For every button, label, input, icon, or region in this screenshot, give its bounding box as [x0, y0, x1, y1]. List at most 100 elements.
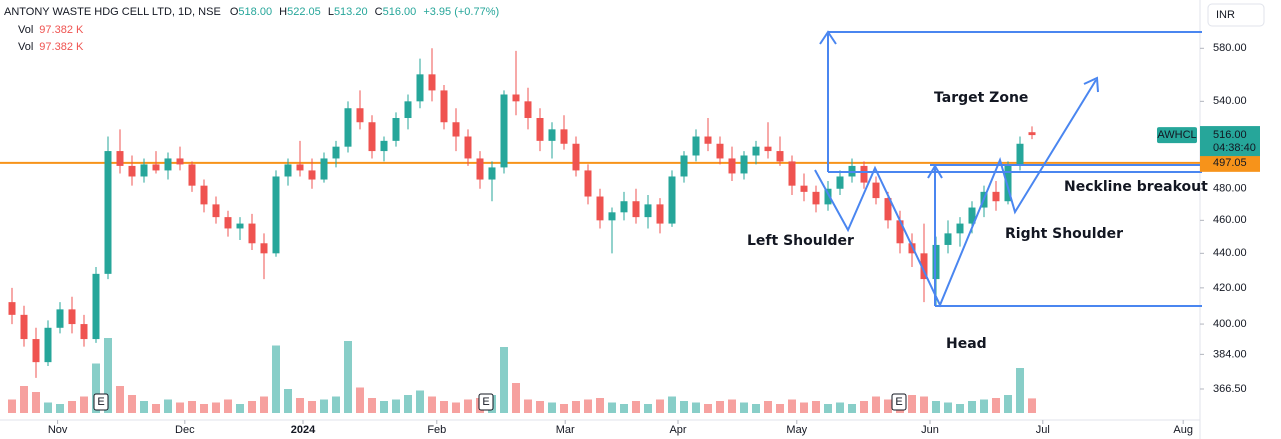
price-line-label: 497.05 [1213, 157, 1247, 169]
countdown: 04:38:40 [1213, 142, 1256, 154]
candle-body [296, 164, 304, 171]
volume-bar [128, 395, 136, 413]
candle-body [236, 223, 244, 229]
volume-bar [428, 396, 436, 413]
currency-button[interactable]: INR [1207, 3, 1265, 27]
volume-bar [560, 404, 568, 413]
x-tick-label: Dec [175, 424, 195, 436]
volume-bar [992, 398, 1000, 413]
volume-bar [176, 402, 184, 413]
volume-bar [536, 401, 544, 413]
volume-bar [944, 402, 952, 413]
candle-body [740, 155, 748, 174]
symbol: ANTONY WASTE HDG CELL LTD, 1D, NSE [4, 6, 221, 18]
candle-body [764, 146, 772, 152]
volume-bar [848, 404, 856, 413]
event-marker[interactable]: E [891, 393, 907, 411]
candle-body [164, 158, 172, 171]
volume-bar [8, 399, 16, 413]
event-label: E [482, 396, 489, 408]
annotation: Target Zone [934, 90, 1028, 106]
last-price-tag [1200, 126, 1260, 157]
candle-body [992, 191, 1000, 202]
volume-bar [404, 395, 412, 413]
volume-bar [344, 341, 352, 413]
y-tick-label: 580.00 [1213, 42, 1247, 54]
candle-body [644, 204, 652, 218]
x-tick-label: 2024 [291, 424, 316, 436]
volume-bar [20, 386, 28, 413]
candle-body [800, 185, 808, 192]
volume-bar [152, 404, 160, 413]
candle-body [104, 151, 112, 274]
pattern-line [814, 79, 1097, 308]
candle-body [728, 158, 736, 174]
candle-body [680, 155, 688, 177]
candle-body [884, 198, 892, 221]
candle-body [620, 201, 628, 213]
x-tick-label: Feb [427, 424, 446, 436]
y-tick-label: 480.00 [1213, 183, 1247, 195]
volume-bar [32, 392, 40, 413]
candle-body [944, 233, 952, 245]
plot-area: 366.50 384.00 400.00 420.00 440.00 460.00 480.… [0, 42, 1247, 436]
ohlc-key: C [375, 6, 383, 18]
volume-bar [320, 399, 328, 413]
volume-bar [548, 402, 556, 413]
volume-bar [680, 401, 688, 413]
event-label: E [97, 396, 104, 408]
volume-key: Vol [18, 41, 33, 53]
annotation: Head [946, 336, 987, 352]
annotation: Left Shoulder [747, 233, 854, 249]
volume-bar [248, 401, 256, 413]
ohlc-value: 513.20 [334, 6, 368, 18]
volume-bar [224, 399, 232, 413]
volume-bar [56, 404, 64, 413]
candle-body [788, 161, 796, 186]
x-tick-label: Jun [921, 424, 939, 436]
volume-bar [692, 402, 700, 413]
candle-body [68, 309, 76, 325]
ohlc-value: 518.00 [238, 6, 272, 18]
candle-body [836, 176, 844, 189]
candle-body [128, 165, 136, 177]
y-tick-label: 384.00 [1213, 348, 1247, 360]
volume-bar [116, 386, 124, 413]
volume-bar [380, 401, 388, 413]
annotation: Right Shoulder [1005, 226, 1123, 242]
event-marker[interactable]: E [478, 393, 494, 411]
candle-body [548, 129, 556, 141]
volume-bar [464, 399, 472, 413]
candle-body [488, 167, 496, 180]
volume-bar [500, 347, 508, 413]
volume-bar [608, 402, 616, 413]
volume-bar [440, 401, 448, 413]
candle-body [692, 136, 700, 156]
volume-bar [644, 404, 652, 413]
x-tick-label: Aug [1173, 424, 1193, 436]
pattern-drawing [814, 30, 1202, 308]
candle-body [260, 243, 268, 254]
arrow-head [1083, 76, 1099, 93]
volume-bar [764, 401, 772, 413]
candle-body [512, 94, 520, 102]
ohlc-value: 522.05 [287, 6, 321, 18]
ohlc-key: H [279, 6, 287, 18]
event-marker[interactable]: E [93, 393, 109, 411]
x-tick-label: Mar [556, 424, 575, 436]
volume-bar [596, 398, 604, 413]
x-tick-label: Jul [1036, 424, 1050, 436]
candle-body [8, 302, 16, 315]
candle-body [1016, 143, 1024, 166]
change: +3.95 (+0.77%) [423, 6, 499, 18]
volume-bar [704, 404, 712, 413]
volume-bar [620, 404, 628, 413]
x-tick-label: Apr [669, 424, 686, 436]
candle-body [344, 108, 352, 147]
volume-legend: Vol 97.382 K [18, 24, 84, 36]
volume-bar [752, 404, 760, 413]
y-tick-label: 400.00 [1213, 318, 1247, 330]
y-tick-label: 420.00 [1213, 282, 1247, 294]
candle-body [332, 146, 340, 159]
